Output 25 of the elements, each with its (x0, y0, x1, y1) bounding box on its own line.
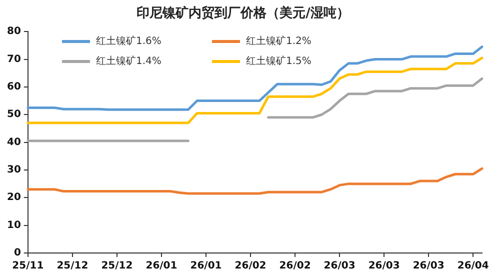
x-tick-label: 26/01 (190, 260, 222, 272)
legend-label: 红土镍矿1.2% (246, 34, 312, 48)
y-tick-label: 30 (6, 164, 21, 176)
x-tick-label: 26/04 (457, 260, 489, 272)
y-tick-label: 0 (14, 248, 21, 259)
legend-label: 红土镍矿1.4% (96, 54, 162, 68)
x-tick-label: 26/01 (146, 260, 178, 272)
y-tick-label: 40 (6, 136, 21, 148)
chart-title: 印尼镍矿内贸到厂价格（美元/湿吨） (136, 5, 350, 22)
x-tick-label: 26/03 (368, 260, 400, 272)
y-tick-label: 60 (6, 82, 21, 93)
y-tick-label: 80 (6, 26, 21, 38)
legend-label: 红土镍矿1.5% (246, 54, 312, 68)
x-tick-label: 26/02 (234, 260, 266, 272)
legend-label: 红土镍矿1.6% (96, 34, 162, 48)
y-tick-label: 10 (6, 220, 21, 231)
y-tick-label: 70 (6, 54, 21, 65)
y-tick-label: 50 (6, 109, 21, 120)
x-tick-label: 25/12 (101, 260, 133, 272)
x-tick-label: 26/03 (324, 260, 356, 272)
x-tick-label: 26/02 (279, 260, 311, 272)
x-tick-label: 26/03 (412, 260, 444, 272)
x-tick-label: 25/12 (56, 260, 88, 272)
y-tick-label: 20 (6, 192, 21, 204)
x-tick-label: 25/11 (12, 260, 44, 272)
